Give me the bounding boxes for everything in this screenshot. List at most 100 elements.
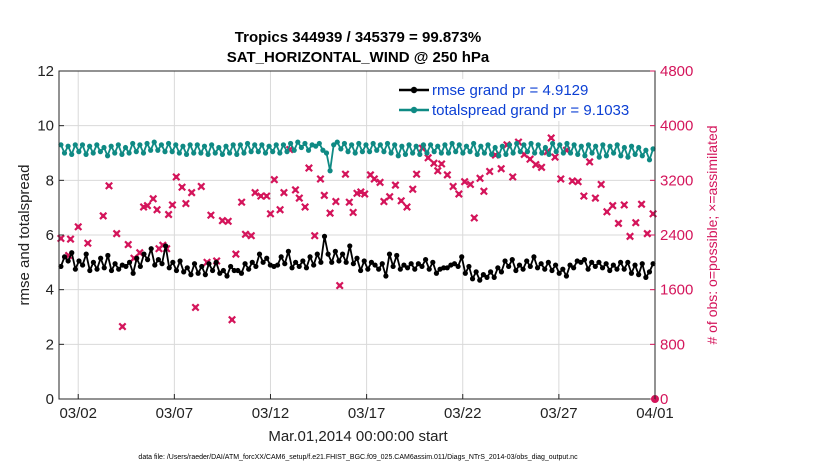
rmse-point xyxy=(217,270,223,276)
totalspread-point xyxy=(327,168,333,174)
obs-assimilated-point-center xyxy=(558,176,563,181)
obs-assimilated-point-center xyxy=(435,168,440,173)
totalspread-point xyxy=(471,140,477,147)
rmse-point xyxy=(599,265,606,271)
rmse-point xyxy=(318,259,324,265)
left-tick-label: 10 xyxy=(37,118,54,135)
totalspread-point xyxy=(155,147,161,153)
legend-rmse-marker xyxy=(410,86,418,94)
totalspread-point xyxy=(449,140,455,147)
rmse-point xyxy=(426,266,432,272)
totalspread-point xyxy=(618,153,624,159)
rmse-point xyxy=(166,265,172,271)
totalspread-point xyxy=(611,150,617,156)
totalspread-point xyxy=(628,143,635,149)
obs-assimilated-point-center xyxy=(645,231,650,236)
totalspread-point xyxy=(115,142,121,148)
rmse-point xyxy=(285,248,291,254)
x-tick-label: 03/17 xyxy=(348,405,386,422)
totalspread-point xyxy=(122,144,129,151)
totalspread-point xyxy=(517,149,523,155)
rmse-point xyxy=(484,274,490,280)
obs-assimilated-point-center xyxy=(587,159,592,164)
totalspread-point xyxy=(424,150,430,156)
obs-assimilated-point-center xyxy=(351,210,356,215)
rmse-point xyxy=(639,261,645,267)
totalspread-point xyxy=(148,147,154,153)
totalspread-point xyxy=(460,150,466,156)
totalspread-point xyxy=(201,143,208,149)
totalspread-point xyxy=(237,142,243,148)
totalspread-point xyxy=(205,151,211,157)
obs-assimilated-point-center xyxy=(170,202,175,207)
rmse-point xyxy=(495,265,501,271)
totalspread-point xyxy=(366,149,373,155)
rmse-point xyxy=(542,266,548,272)
obs-assimilated-point-center xyxy=(318,176,323,181)
obs-assimilated-point-center xyxy=(576,179,581,184)
totalspread-point xyxy=(402,151,409,157)
totalspread-point xyxy=(212,150,218,156)
totalspread-point xyxy=(359,149,365,155)
obs-assimilated-point-center xyxy=(199,184,204,189)
totalspread-point xyxy=(539,150,545,156)
obs-assimilated-point-center xyxy=(76,224,81,229)
totalspread-point xyxy=(277,150,283,156)
obs-assimilated-point-center xyxy=(278,207,283,212)
totalspread-point xyxy=(564,140,570,147)
totalspread-point xyxy=(295,139,301,145)
totalspread-point xyxy=(151,139,157,145)
totalspread-point xyxy=(650,146,656,152)
totalspread-point xyxy=(646,157,653,163)
totalspread-point xyxy=(542,144,549,151)
obs-assimilated-point-center xyxy=(487,169,492,174)
totalspread-point xyxy=(639,153,645,159)
rmse-point xyxy=(412,266,418,272)
rmse-point xyxy=(560,266,566,272)
rmse-point xyxy=(260,259,266,265)
obs-assimilated-point-center xyxy=(570,179,575,184)
rmse-point xyxy=(534,265,541,271)
rmse-point xyxy=(567,262,573,268)
totalspread-point xyxy=(140,150,147,156)
rmse-point xyxy=(188,272,194,278)
rmse-point xyxy=(238,270,245,276)
legend-box xyxy=(397,79,645,121)
rmse-point xyxy=(148,246,154,252)
totalspread-point xyxy=(130,140,136,147)
x-tick-label: 03/22 xyxy=(444,405,482,422)
totalspread-point xyxy=(273,142,279,148)
totalspread-point xyxy=(549,140,556,147)
rmse-point xyxy=(524,258,530,264)
left-tick-label: 4 xyxy=(46,282,54,299)
totalspread-point xyxy=(305,147,312,153)
rmse-point xyxy=(549,267,555,274)
rmse-point xyxy=(585,266,591,272)
totalspread-point xyxy=(356,140,362,147)
obs-assimilated-point-center xyxy=(258,194,263,199)
totalspread-point xyxy=(571,142,577,148)
rmse-point xyxy=(433,270,440,276)
obs-assimilated-point-center xyxy=(293,187,298,192)
rmse-point xyxy=(498,269,505,275)
left-axis-ticks: 0 2 4 6 8 10 12 xyxy=(37,63,64,408)
totalspread-point xyxy=(374,147,380,153)
totalspread-point xyxy=(532,150,538,156)
totalspread-point xyxy=(453,149,459,155)
totalspread-point xyxy=(126,150,132,156)
rmse-point xyxy=(289,265,295,271)
rmse-point xyxy=(506,263,512,270)
obs-assimilated-point-center xyxy=(264,194,269,199)
totalspread-point xyxy=(435,143,441,149)
totalspread-point xyxy=(61,150,68,156)
totalspread-point xyxy=(575,151,581,157)
obs-assimilated-point-center xyxy=(101,213,106,218)
rmse-point xyxy=(224,273,230,279)
y-axis-label-left: rmse and totalspread xyxy=(16,165,33,306)
totalspread-point xyxy=(363,142,369,148)
totalspread-point xyxy=(266,143,272,149)
rmse-point xyxy=(209,267,216,274)
obs-assimilated-point-center xyxy=(126,242,131,247)
totalspread-point xyxy=(431,149,437,155)
totalspread-point xyxy=(352,150,358,156)
